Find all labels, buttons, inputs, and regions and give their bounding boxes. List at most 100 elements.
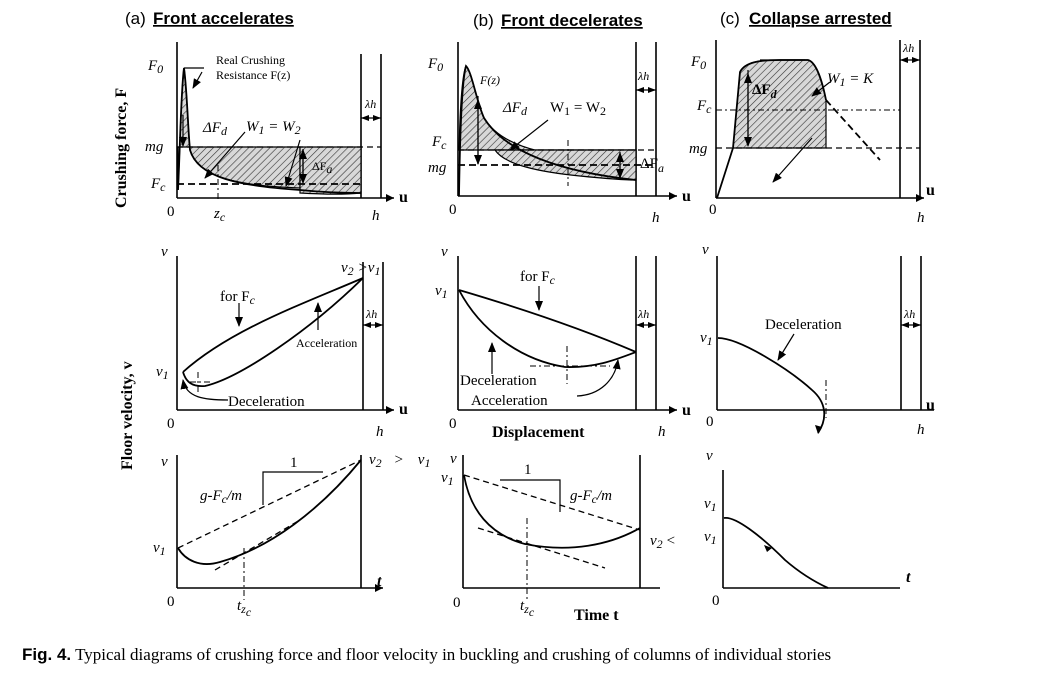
panel-b-force-diagram	[457, 42, 677, 200]
b3-v2-lt: v2 <	[650, 533, 676, 551]
a1-real-crushing-2: Resistance F(z)	[216, 68, 290, 82]
panel-b-time-diagram	[462, 455, 660, 600]
c1-dFd: ΔFd	[752, 82, 778, 101]
c1-zero: 0	[709, 202, 717, 218]
c2-lambda-h: λh	[903, 307, 915, 321]
a2-lambda-h: λh	[365, 307, 377, 321]
c2-v: v	[702, 242, 709, 258]
a1-Fc: Fc	[150, 176, 166, 194]
c3-t: t	[906, 569, 911, 586]
a2-v2-gt-v1: v2 >v1	[341, 260, 380, 278]
panel-b-velocity-diagram	[457, 256, 677, 414]
a1-mg: mg	[145, 139, 164, 155]
a2-u: u	[399, 401, 408, 418]
c1-h: h	[917, 210, 925, 226]
c3-v1a: v1	[704, 496, 717, 514]
b3-zero: 0	[453, 595, 461, 611]
b3-gFcm: g-Fc/m	[570, 488, 612, 506]
panel-a-title: Front accelerates	[153, 9, 294, 28]
a2-v: v	[161, 244, 168, 260]
b1-F0: F0	[427, 56, 443, 74]
a3-v1: v1	[153, 540, 166, 558]
b1-lambda-h: λh	[637, 69, 649, 83]
a2-zero: 0	[167, 416, 175, 432]
velocity-axis-label: Floor velocity, v	[119, 361, 136, 470]
a3-v: v	[161, 454, 168, 470]
a3-t: t	[377, 573, 382, 590]
panel-a-letter: (a)	[125, 9, 146, 28]
b1-Fc: Fc	[431, 134, 447, 152]
c1-WK: W1 = K	[827, 71, 874, 89]
a1-lambda-h: λh	[364, 97, 376, 111]
b2-acceleration: Acceleration	[471, 393, 548, 409]
a2-v1: v1	[156, 364, 169, 382]
b2-zero: 0	[449, 416, 457, 432]
c2-deceleration: Deceleration	[765, 317, 842, 333]
c1-lambda-h: λh	[902, 41, 914, 55]
b1-dFd: ΔFd	[502, 100, 528, 118]
panel-a-force-diagram	[176, 42, 394, 202]
b2-v1: v1	[435, 283, 448, 301]
a3-zero: 0	[167, 594, 175, 610]
b3-v: v	[450, 451, 457, 467]
panel-a-time-diagram	[176, 455, 383, 600]
panel-c-title: Collapse arrested	[749, 9, 892, 28]
a3-one: 1	[290, 455, 298, 471]
b3-one: 1	[524, 462, 532, 478]
panel-a-velocity-diagram	[176, 256, 394, 414]
b1-u: u	[682, 188, 691, 205]
caption-text: Typical diagrams of crushing force and f…	[71, 645, 832, 664]
force-axis-label: Crushing force, F	[113, 88, 130, 208]
a1-h: h	[372, 208, 380, 224]
a1-real-crushing-1: Real Crushing	[216, 53, 285, 67]
caption-label: Fig. 4.	[22, 645, 72, 664]
a1-zero: 0	[167, 204, 175, 220]
panel-b-title: Front decelerates	[501, 11, 643, 30]
c1-F0: F0	[690, 54, 706, 72]
c2-h: h	[917, 422, 925, 438]
a2-deceleration: Deceleration	[228, 394, 305, 410]
panel-b-letter: (b)	[473, 11, 494, 30]
c2-u: u	[926, 397, 935, 414]
c1-mg: mg	[689, 141, 708, 157]
a1-F0: F0	[147, 58, 163, 76]
b1-h: h	[652, 210, 660, 226]
a1-u: u	[399, 189, 408, 206]
b2-h: h	[658, 424, 666, 440]
panel-c-letter: (c)	[720, 9, 740, 28]
b1-Fz: F(z)	[479, 73, 500, 87]
displacement-label: Displacement	[492, 424, 585, 441]
b2-v: v	[441, 244, 448, 260]
b2-lambda-h: λh	[637, 307, 649, 321]
a3-gFcm: g-Fc/m	[200, 488, 242, 506]
c1-u: u	[926, 182, 935, 199]
c2-zero: 0	[706, 414, 714, 430]
c3-v: v	[706, 448, 713, 464]
b1-W: W1 = W2	[550, 100, 606, 118]
a2-acceleration: Acceleration	[296, 336, 357, 350]
b1-mg: mg	[428, 160, 447, 176]
a2-h: h	[376, 424, 384, 440]
b2-u: u	[682, 402, 691, 419]
b2-for-Fc: for Fc	[520, 269, 556, 287]
panel-c-time-diagram	[722, 470, 900, 589]
b3-v1: v1	[441, 470, 454, 488]
c1-Fc: Fc	[696, 98, 712, 116]
c3-zero: 0	[712, 593, 720, 609]
panel-c-velocity-diagram	[716, 256, 934, 434]
a3-tzc: tzc	[237, 598, 252, 619]
figure-caption: Fig. 4. Typical diagrams of crushing for…	[22, 645, 1032, 665]
c2-v1: v1	[700, 330, 713, 348]
a1-W: W1 = W2	[246, 119, 301, 137]
a1-zc: zc	[213, 206, 226, 224]
a3-v2-gt-v1: v2 > v1	[369, 452, 430, 470]
a1-dFd: ΔFd	[202, 120, 228, 138]
panel-c-force-diagram	[715, 40, 924, 202]
b1-dFa: ΔFa	[640, 156, 664, 175]
b3-tzc: tzc	[520, 598, 535, 619]
a1-dFa: ΔFa	[312, 159, 332, 176]
time-label: Time t	[574, 607, 619, 624]
b1-zero: 0	[449, 202, 457, 218]
a2-for-Fc: for Fc	[220, 289, 256, 307]
